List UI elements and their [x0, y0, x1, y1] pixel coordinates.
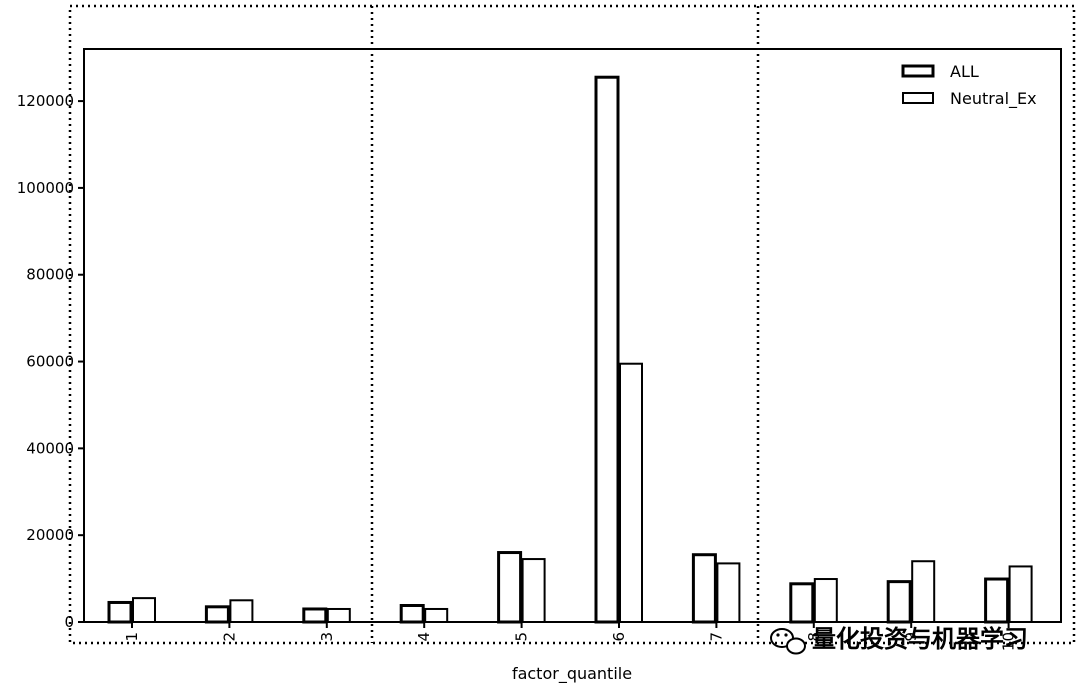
y-tick-label: 120000: [17, 92, 74, 110]
y-tick-label: 60000: [26, 353, 74, 371]
legend-swatch-neutral-ex: [902, 92, 934, 104]
bars-layer: [107, 75, 1033, 624]
bar-neutral-ex-3: [326, 607, 351, 624]
x-tick-label: 8: [805, 632, 823, 642]
bar-all-2: [204, 605, 230, 624]
x-tick-label: 3: [318, 632, 336, 642]
watermark-text: 量化投资与机器学习: [812, 625, 1028, 653]
bar-all-6: [594, 75, 620, 624]
legend-label-neutral-ex: Neutral_Ex: [950, 89, 1037, 109]
bar-neutral-ex-8: [813, 578, 838, 624]
x-tick-label: 5: [513, 632, 531, 642]
y-axis: 0 20000 40000 60000 80000 100000 120000: [17, 92, 84, 631]
plot-frame: [83, 48, 1062, 623]
bar-neutral-ex-4: [424, 607, 449, 624]
x-tick-label: 9: [902, 632, 920, 642]
x-tick-label: 1: [123, 632, 141, 642]
bar-neutral-ex-6: [619, 362, 643, 623]
bar-all-8: [789, 582, 815, 624]
bar-all-1: [107, 600, 133, 624]
y-tick-label: 40000: [26, 439, 74, 457]
y-tick-label: 100000: [17, 179, 74, 197]
x-tick-label: 2: [220, 632, 238, 642]
y-tick-label: 20000: [26, 526, 74, 544]
legend: ALL Neutral_Ex: [901, 62, 1037, 109]
dotted-frame: [68, 4, 1076, 645]
bar-neutral-ex-10: [1008, 565, 1033, 623]
bar-all-3: [302, 607, 328, 624]
x-tick-label: 6: [610, 632, 628, 642]
legend-swatch-all: [901, 64, 935, 78]
y-tick-label: 80000: [26, 266, 74, 284]
bar-neutral-ex-1: [132, 597, 156, 623]
bar-neutral-ex-9: [911, 560, 936, 624]
x-tick-label: 10: [1000, 632, 1018, 651]
legend-label-all: ALL: [950, 62, 979, 81]
wechat-icon: [770, 628, 806, 655]
bar-neutral-ex-2: [229, 599, 254, 624]
x-tick-label: 4: [415, 632, 433, 642]
bar-neutral-ex-5: [521, 558, 546, 624]
bar-all-9: [886, 580, 912, 624]
bar-all-7: [691, 553, 717, 624]
bar-all-4: [399, 604, 425, 624]
x-tick-label: 7: [707, 632, 725, 642]
y-tick-label: 0: [64, 613, 74, 631]
watermark: 量化投资与机器学习: [770, 625, 1028, 655]
x-axis: 1 2 3 4 5 6 7 8 9 10: [123, 622, 1018, 651]
bar-neutral-ex-7: [716, 562, 741, 623]
x-axis-label: factor_quantile: [512, 664, 632, 684]
bar-all-5: [497, 551, 523, 624]
bar-all-10: [984, 577, 1010, 624]
